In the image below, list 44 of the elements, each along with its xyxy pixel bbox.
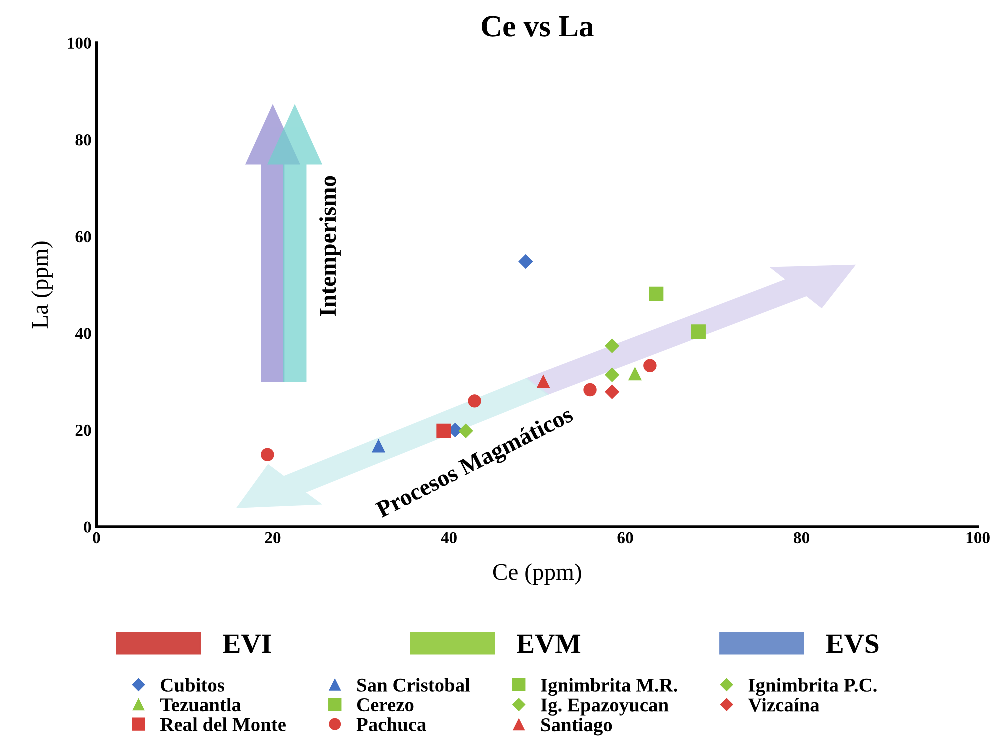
point <box>436 424 452 438</box>
legend-label: Ig. Epazoyucan <box>541 698 669 716</box>
point <box>518 254 534 270</box>
point <box>644 359 657 372</box>
point <box>649 286 664 302</box>
y-axis-title: La (ppm) <box>32 242 53 329</box>
legend-label: Real del Monte <box>160 718 286 732</box>
legend-label: EVM <box>517 634 581 654</box>
point <box>605 384 620 400</box>
point <box>261 448 274 462</box>
y-tick-label: 80 <box>76 134 92 146</box>
legend-label: Ignimbrita P.C. <box>748 678 877 696</box>
y-tick-label: 100 <box>68 38 92 49</box>
y-tick-label: 20 <box>76 424 92 436</box>
x-tick-label: 20 <box>265 532 281 544</box>
point <box>628 367 642 381</box>
point <box>605 368 620 382</box>
annotation: Intemperismo <box>320 176 341 316</box>
point <box>468 394 482 408</box>
point <box>605 338 620 354</box>
x-tick-label: 60 <box>618 532 634 544</box>
x-tick-label: 0 <box>93 532 100 544</box>
legend-label: San Cristobal <box>358 678 470 692</box>
legend-label: Vizcaína <box>748 698 820 712</box>
y-tick-label: 60 <box>76 231 92 243</box>
legend-label: Tezuantla <box>160 698 242 712</box>
legend-label: Cerezo <box>357 698 414 712</box>
y-tick-label: 0 <box>84 522 92 533</box>
legend-label: Santiago <box>542 718 612 736</box>
x-tick-label: 100 <box>966 532 990 544</box>
point <box>584 383 597 397</box>
legend-label: Ignimbrita M.R. <box>541 678 678 696</box>
legend-label: Pachuca <box>356 718 426 732</box>
legend-label: Cubitos <box>161 678 225 692</box>
x-tick-label: 80 <box>794 532 810 544</box>
chart-title: Ce vs La <box>482 16 594 37</box>
point <box>372 440 386 453</box>
point <box>691 324 706 340</box>
legend-label: EVI <box>223 634 272 654</box>
x-axis-title: Ce (ppm) <box>493 564 582 586</box>
y-tick-label: 40 <box>75 328 92 340</box>
x-tick-label: 40 <box>441 532 457 544</box>
point <box>536 375 550 388</box>
legend-label: EVS <box>826 634 879 654</box>
